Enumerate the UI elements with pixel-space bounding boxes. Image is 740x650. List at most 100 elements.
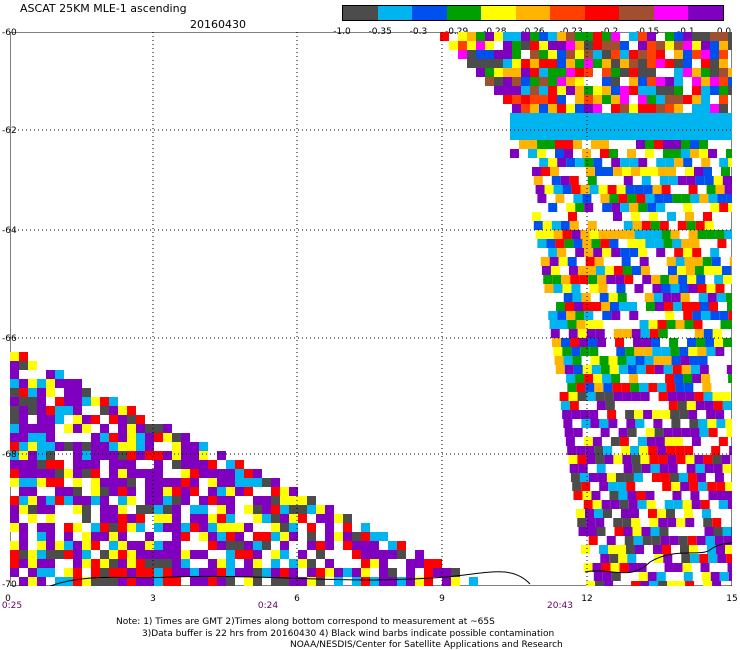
data-cell <box>325 514 334 523</box>
data-cell <box>181 550 190 559</box>
data-cell <box>19 442 28 451</box>
data-cell <box>190 442 199 451</box>
data-cell <box>181 523 190 532</box>
data-cell <box>652 230 662 239</box>
data-cell <box>650 221 660 230</box>
data-cell <box>704 176 714 185</box>
data-cell <box>557 59 566 68</box>
data-cell <box>568 266 578 275</box>
data-cell <box>235 541 244 550</box>
data-cell <box>686 401 696 410</box>
data-cell <box>73 442 82 451</box>
data-cell <box>541 167 550 176</box>
data-cell <box>537 239 547 248</box>
data-cell <box>658 329 668 338</box>
data-cell <box>708 491 718 500</box>
data-cell <box>645 239 655 248</box>
data-cell <box>564 365 574 374</box>
data-cell <box>686 176 696 185</box>
data-cell <box>679 284 689 293</box>
data-cell <box>656 572 666 581</box>
data-cell <box>620 68 629 77</box>
data-cell <box>599 356 609 365</box>
data-cell <box>590 356 600 365</box>
data-cell <box>154 433 163 442</box>
data-cell <box>569 176 579 185</box>
data-cell <box>163 487 172 496</box>
data-cell <box>127 424 136 433</box>
data-cell <box>343 523 352 532</box>
data-cell <box>563 293 573 302</box>
data-cell <box>628 563 638 572</box>
y-tick-label: -70 <box>2 580 17 590</box>
data-cell <box>289 505 298 514</box>
data-cell <box>118 496 127 505</box>
data-cell <box>710 248 720 257</box>
data-cell <box>617 482 627 491</box>
data-cell <box>672 131 681 140</box>
data-cell <box>163 559 172 568</box>
data-cell <box>307 505 316 514</box>
data-cell <box>568 392 578 401</box>
data-cell <box>485 32 494 41</box>
data-cell <box>700 500 710 509</box>
data-cell <box>688 410 698 419</box>
data-cell <box>586 392 596 401</box>
data-cell <box>607 410 617 419</box>
data-cell <box>674 374 684 383</box>
data-cell <box>19 433 28 442</box>
data-cell <box>637 500 647 509</box>
data-cell <box>127 523 136 532</box>
data-cell <box>521 77 530 86</box>
color-scale-swatch <box>584 6 620 20</box>
data-cell <box>82 577 91 586</box>
data-cell <box>46 559 55 568</box>
data-cell <box>533 221 543 230</box>
data-cell <box>685 266 695 275</box>
data-cell <box>671 419 681 428</box>
data-cell <box>199 577 208 586</box>
data-cell <box>575 104 584 113</box>
data-cell <box>494 86 503 95</box>
data-cell <box>467 50 476 59</box>
data-cell <box>512 59 521 68</box>
data-cell <box>494 50 503 59</box>
data-cell <box>298 559 307 568</box>
data-cell <box>289 487 298 496</box>
data-cell <box>73 469 82 478</box>
data-cell <box>546 122 555 131</box>
data-cell <box>669 275 679 284</box>
data-cell <box>512 32 521 41</box>
data-cell <box>725 545 732 554</box>
data-cell <box>208 532 217 541</box>
data-cell <box>714 275 724 284</box>
data-cell <box>610 302 619 311</box>
data-cell <box>604 455 614 464</box>
data-cell <box>602 203 612 212</box>
data-cell <box>316 541 325 550</box>
data-cell <box>217 514 226 523</box>
data-cell <box>724 185 732 194</box>
data-cell <box>217 559 226 568</box>
data-cell <box>163 433 172 442</box>
data-cell <box>676 455 686 464</box>
data-cell <box>271 550 280 559</box>
data-cell <box>280 496 289 505</box>
data-cell <box>649 518 659 527</box>
data-cell <box>587 176 597 185</box>
data-cell <box>64 541 73 550</box>
data-cell <box>595 392 605 401</box>
data-cell <box>626 419 636 428</box>
data-cell <box>100 505 109 514</box>
data-cell <box>64 406 73 415</box>
data-cell <box>226 577 235 586</box>
data-cell <box>73 397 82 406</box>
data-cell <box>659 176 669 185</box>
data-cell <box>262 541 271 550</box>
data-cell <box>325 541 334 550</box>
data-cell <box>706 410 716 419</box>
data-cell <box>721 455 731 464</box>
note-line-2: 3)Data buffer is 22 hrs from 20160430 4)… <box>142 629 555 639</box>
data-cell <box>619 500 629 509</box>
data-cell <box>82 397 91 406</box>
